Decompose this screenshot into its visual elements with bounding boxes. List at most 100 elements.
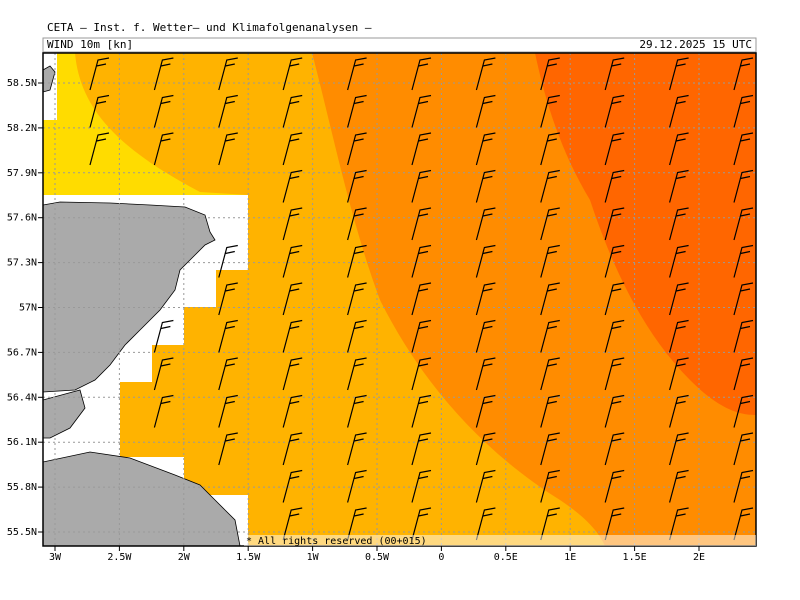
wind-barb (282, 469, 303, 503)
lat-label: 57N (19, 303, 37, 314)
wind-barb (347, 432, 367, 466)
wind-barb (604, 132, 625, 166)
wind-barb (282, 94, 303, 128)
wind-barb (282, 507, 303, 541)
wind-barb (733, 357, 754, 391)
wind-barb (282, 357, 303, 391)
wind-barb (411, 244, 432, 278)
wind-barb (475, 244, 496, 278)
header-title: CETA – Inst. f. Wetter– und Klimafolgena… (47, 21, 372, 34)
wind-barb (89, 94, 110, 128)
wind-barb (411, 132, 432, 166)
wind-barb (604, 469, 625, 503)
wind-barb (733, 207, 754, 241)
wind-barb (218, 319, 238, 353)
wind-barb (669, 469, 689, 503)
wind-barb (669, 432, 689, 466)
lon-label: 2.5W (107, 552, 132, 563)
wind-barb (347, 207, 367, 241)
wind-barb (411, 357, 432, 391)
wind-barb (669, 244, 689, 278)
wind-barb (604, 94, 625, 128)
wind-barb (89, 132, 110, 166)
wind-barb (733, 469, 754, 503)
wind-barb (282, 132, 303, 166)
wind-barb (218, 394, 238, 428)
wind-barb (218, 94, 238, 128)
wind-barb (733, 282, 754, 316)
lat-label: 56.7N (7, 347, 37, 358)
wind-barb (733, 57, 754, 91)
wind-barb (282, 244, 303, 278)
wind-barb (153, 132, 174, 166)
wind-barb (475, 57, 496, 91)
wind-barb (411, 94, 432, 128)
lat-label: 57.3N (7, 258, 37, 269)
wind-barb (669, 94, 689, 128)
wind-zone-high (535, 53, 756, 415)
wind-barb (540, 244, 560, 278)
wind-barb (218, 244, 238, 278)
wind-barb (669, 207, 689, 241)
wind-barb (475, 282, 496, 316)
wind-barb (347, 244, 367, 278)
wind-barb (153, 357, 174, 391)
wind-barb (411, 319, 432, 353)
wind-barb (604, 169, 625, 203)
wind-barb (669, 132, 689, 166)
wind-barb (347, 394, 367, 428)
wind-barb (604, 432, 625, 466)
wind-barb (475, 394, 496, 428)
wind-barb (604, 319, 625, 353)
wind-barb (282, 169, 303, 203)
wind-barb (669, 169, 689, 203)
wind-barb (411, 394, 432, 428)
wind-barb (540, 507, 560, 541)
wind-barb (218, 432, 238, 466)
wind-barb (411, 432, 432, 466)
wind-barb (604, 507, 625, 541)
wind-barb (475, 357, 496, 391)
wind-barb (540, 132, 560, 166)
footer-band (244, 535, 756, 546)
wind-barb (282, 319, 303, 353)
wind-barb (218, 357, 238, 391)
lat-label: 57.6N (7, 213, 37, 224)
wind-barb (347, 507, 367, 541)
wind-barb (347, 169, 367, 203)
wind-barb (282, 207, 303, 241)
wind-barb (540, 57, 560, 91)
wind-barb (733, 507, 754, 541)
wind-barb (540, 319, 560, 353)
wind-barb (604, 244, 625, 278)
land (43, 451, 241, 546)
lon-label: 1.5W (236, 552, 261, 563)
lat-label: 55.5N (7, 527, 37, 538)
wind-barb (475, 507, 496, 541)
wind-barb (669, 394, 689, 428)
wind-barb (347, 132, 367, 166)
wind-barb (282, 432, 303, 466)
copyright: * All rights reserved (00+015) (246, 536, 427, 547)
wind-barb (475, 207, 496, 241)
wind-barb (475, 319, 496, 353)
wind-barb (347, 94, 367, 128)
wind-barb (669, 507, 689, 541)
wind-barb (733, 244, 754, 278)
lat-label: 56.1N (7, 437, 37, 448)
lat-label: 58.2N (7, 123, 37, 134)
wind-barb (540, 207, 560, 241)
wind-barb (540, 282, 560, 316)
lat-label: 58.5N (7, 78, 37, 89)
wind-barb (218, 282, 238, 316)
land (43, 389, 86, 439)
wind-barb (411, 169, 432, 203)
wind-barb (540, 469, 560, 503)
wind-zone-low (43, 53, 248, 195)
wind-barb (218, 132, 238, 166)
wind-barb (411, 507, 432, 541)
wind-barb (282, 394, 303, 428)
wind-barb (411, 469, 432, 503)
wind-barb (540, 432, 560, 466)
